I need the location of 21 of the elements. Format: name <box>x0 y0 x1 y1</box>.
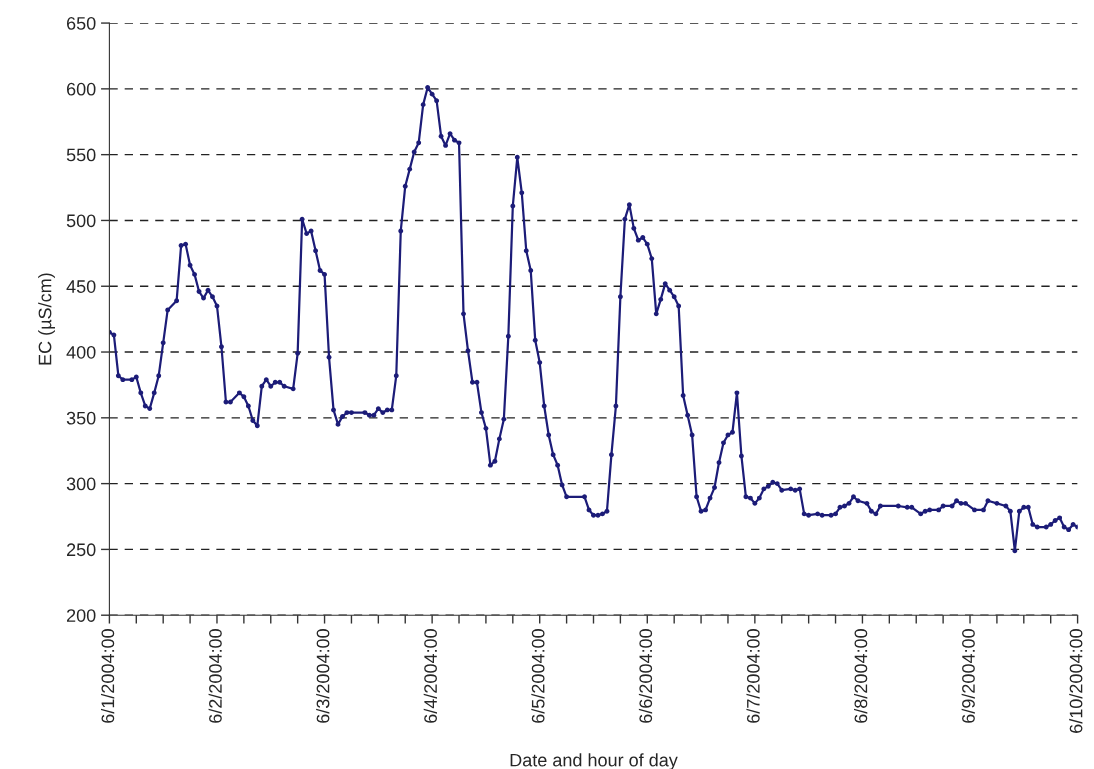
y-tick-label: 300 <box>66 477 96 491</box>
y-tick-label: 500 <box>66 214 96 228</box>
x-tick-label: 6/4/2004:00 <box>423 629 437 723</box>
y-tick-label: 650 <box>67 17 96 30</box>
x-tick-label: 6/9/2004:00 <box>961 629 975 723</box>
y-tick-label: 400 <box>66 345 96 359</box>
x-tick-label: 6/6/2004:00 <box>638 629 653 723</box>
x-tick-label: 6/8/2004:00 <box>854 629 868 723</box>
x-tick-label: 6/1/2004:00 <box>100 629 115 723</box>
y-tick-label: 600 <box>67 82 96 96</box>
y-tick-label: 550 <box>66 148 96 162</box>
x-tick-label: 6/3/2004:00 <box>316 629 330 723</box>
x-tick-label: 6/10/2004:00 <box>1069 629 1083 733</box>
x-tick-label: 6/2/2004:00 <box>208 629 222 723</box>
y-tick-label: 200 <box>66 609 96 622</box>
y-tick-label: 450 <box>66 280 96 293</box>
y-tick-label: 250 <box>66 543 96 557</box>
y-tick-label: 350 <box>66 411 96 425</box>
y-axis-title: EC (µS/cm) <box>38 273 55 365</box>
x-tick-label: 6/7/2004:00 <box>746 629 760 723</box>
x-tick-label: 6/5/2004:00 <box>531 629 545 723</box>
